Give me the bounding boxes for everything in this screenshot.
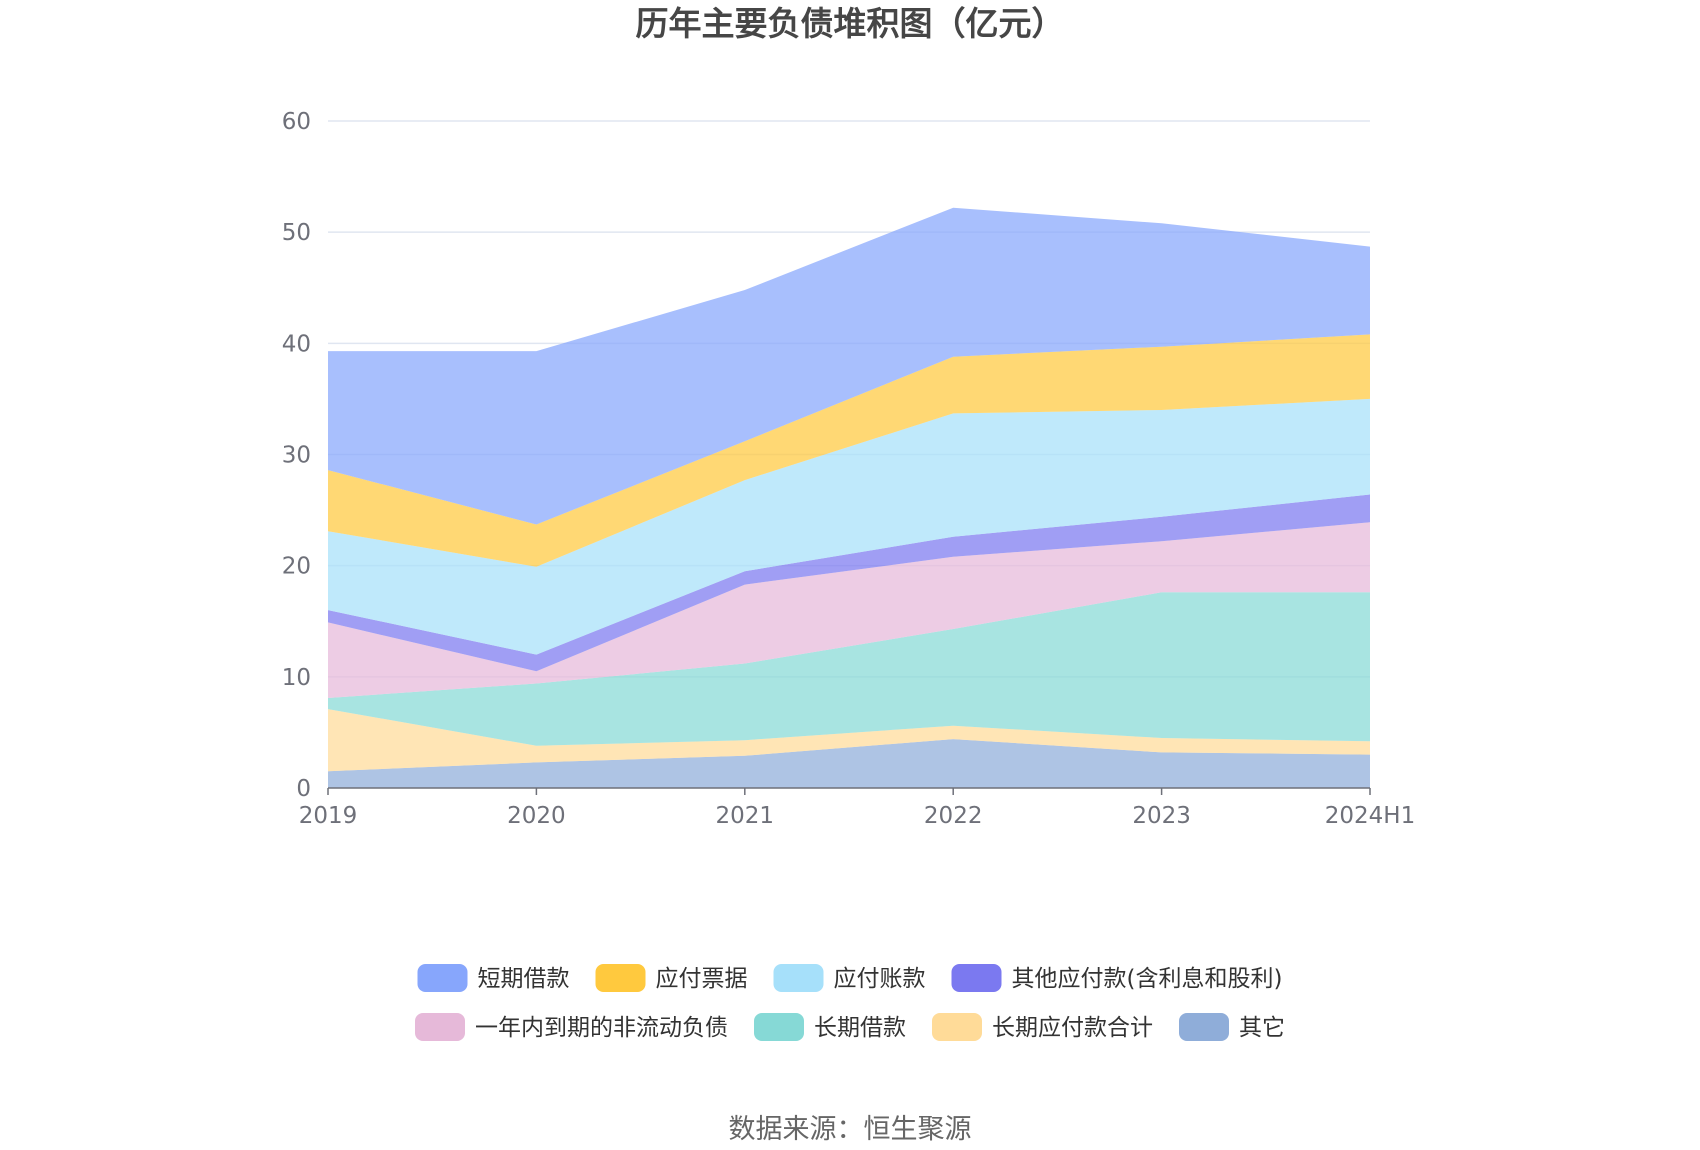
x-tick-label: 2019 xyxy=(299,803,358,829)
legend: 短期借款 应付票据 应付账款 其他应付款(含利息和股利) 一年内到期的非流动负债 长期借款… xyxy=(415,964,1285,1041)
legend-label: 短期借款 xyxy=(478,966,570,992)
x-tick-label: 2024H1 xyxy=(1325,803,1415,829)
legend-swatch xyxy=(417,964,468,992)
legend-swatch xyxy=(773,964,824,992)
area-series-0 xyxy=(328,739,1370,788)
legend-swatch xyxy=(1179,1013,1229,1041)
y-tick-label: 0 xyxy=(296,776,311,802)
y-tick-label: 10 xyxy=(282,665,311,691)
legend-item[interactable]: 长期应付款合计 xyxy=(932,1013,1153,1041)
y-tick-label: 40 xyxy=(282,331,311,357)
area-series-2 xyxy=(328,592,1370,746)
legend-label: 应付账款 xyxy=(834,966,926,992)
legend-swatch xyxy=(754,1013,804,1041)
legend-swatch xyxy=(595,964,646,992)
chart-title: 历年主要负债堆积图（亿元） xyxy=(636,4,1065,43)
y-tick-label: 20 xyxy=(282,554,311,580)
legend-label: 其它 xyxy=(1239,1015,1285,1041)
x-tick-label: 2020 xyxy=(507,803,566,829)
legend-item[interactable]: 长期借款 xyxy=(754,1013,906,1041)
legend-label: 其他应付款(含利息和股利) xyxy=(1012,966,1283,992)
legend-item[interactable]: 其它 xyxy=(1179,1013,1285,1041)
x-tick-label: 2023 xyxy=(1132,803,1191,829)
legend-label: 一年内到期的非流动负债 xyxy=(475,1015,728,1041)
y-tick-label: 50 xyxy=(282,220,311,246)
area-series-6 xyxy=(328,334,1370,567)
legend-item[interactable]: 应付票据 xyxy=(595,964,748,992)
legend-swatch xyxy=(415,1013,465,1041)
legend-swatch xyxy=(951,964,1002,992)
legend-swatch xyxy=(932,1013,982,1041)
area-series-7 xyxy=(328,207,1370,525)
x-tick-label: 2022 xyxy=(924,803,983,829)
area-series-1 xyxy=(328,709,1370,772)
legend-item[interactable]: 其他应付款(含利息和股利) xyxy=(951,964,1283,992)
legend-item[interactable]: 短期借款 xyxy=(417,964,570,992)
legend-label: 应付票据 xyxy=(656,966,748,992)
area-series-4 xyxy=(328,494,1370,672)
x-tick-label: 2021 xyxy=(716,803,775,829)
stacked-areas xyxy=(328,207,1370,788)
data-source-note: 数据来源：恒生聚源 xyxy=(729,1114,972,1145)
area-series-5 xyxy=(328,398,1370,655)
y-tick-label: 60 xyxy=(282,109,311,135)
y-tick-label: 30 xyxy=(282,443,311,469)
legend-item[interactable]: 一年内到期的非流动负债 xyxy=(415,1013,728,1041)
legend-label: 长期应付款合计 xyxy=(992,1015,1153,1041)
legend-label: 长期借款 xyxy=(814,1015,906,1041)
area-series-3 xyxy=(328,522,1370,698)
axes: 0 10 20 30 40 50 60 2019 2020 2021 2022 2023 2024H1 xyxy=(282,109,1416,829)
legend-item[interactable]: 应付账款 xyxy=(773,964,926,992)
